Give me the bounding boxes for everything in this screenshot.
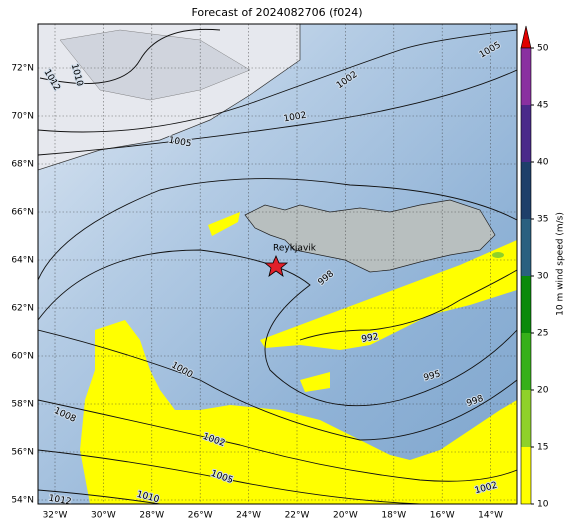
lat-label: 66°N xyxy=(11,208,34,218)
colorbar-tick-label: 40 xyxy=(537,158,549,168)
lon-label: 26°W xyxy=(188,511,213,521)
lat-label: 64°N xyxy=(11,256,34,266)
lon-label: 22°W xyxy=(285,511,310,521)
colorbar-frame xyxy=(520,47,532,505)
contour xyxy=(39,28,221,84)
lon-label: 30°W xyxy=(91,511,116,521)
lon-label: 28°W xyxy=(139,511,164,521)
graticule xyxy=(38,24,517,504)
lon-label: 24°W xyxy=(236,511,261,521)
title: Forecast of 2024082706 (f024) xyxy=(191,6,362,19)
lat-label: 72°N xyxy=(11,64,34,74)
contour xyxy=(38,69,517,156)
lat-label: 56°N xyxy=(11,448,34,458)
wind-10-15 xyxy=(260,240,517,350)
place-label: Reykjavik xyxy=(273,244,317,254)
lat-label: 60°N xyxy=(11,352,34,362)
colorbar-tick-label: 20 xyxy=(537,386,549,396)
lat-label: 62°N xyxy=(11,304,34,314)
colorbar-tick-label: 25 xyxy=(537,329,548,339)
map-area: Reykjavik 1012 10101005100210021005998992… xyxy=(38,24,517,508)
wind-15-20 xyxy=(492,252,504,258)
contour xyxy=(38,249,517,407)
colorbar-tick-label: 45 xyxy=(537,101,548,111)
lon-label: 14°W xyxy=(478,511,503,521)
wind-10-15 xyxy=(300,372,330,392)
contour-label: 992 xyxy=(361,332,380,345)
colorbar-tick-label: 30 xyxy=(537,272,549,282)
colorbar-tick-label: 35 xyxy=(537,215,548,225)
contour xyxy=(38,399,517,482)
contour xyxy=(38,489,161,504)
colorbar-segment xyxy=(521,105,531,162)
colorbar-tick-label: 50 xyxy=(537,44,549,54)
reykjavik-star xyxy=(263,254,289,277)
contour-label: 1012 xyxy=(48,494,72,508)
colorbar-tick-label: 10 xyxy=(537,500,549,510)
colorbar-segment xyxy=(521,447,531,504)
colorbar-segment xyxy=(521,219,531,276)
colorbar-label: 10 m wind speed (m/s) xyxy=(556,212,566,316)
contour xyxy=(38,449,421,504)
colorbar-extend xyxy=(520,25,532,49)
lon-label: 20°W xyxy=(333,511,358,521)
contour xyxy=(299,269,517,341)
contour xyxy=(38,329,517,441)
lon-label: 16°W xyxy=(430,511,455,521)
lon-label: 32°W xyxy=(43,511,68,521)
wind-10-15 xyxy=(208,212,240,236)
colorbar-segment xyxy=(521,276,531,333)
colorbar-segment xyxy=(521,162,531,219)
contour xyxy=(38,178,517,281)
map-frame xyxy=(37,23,518,505)
colorbar-segment xyxy=(521,333,531,390)
greenland-relief xyxy=(59,29,251,101)
colorbar-segment xyxy=(521,48,531,105)
wind-10-15 xyxy=(80,320,517,504)
colorbar: 10 15 20 25 30 35 40 45 50 xyxy=(520,25,549,510)
contour xyxy=(38,29,517,133)
lat-label: 70°N xyxy=(11,112,34,122)
iceland xyxy=(244,199,496,273)
lat-label: 58°N xyxy=(11,400,34,410)
colorbar-segment xyxy=(521,390,531,447)
lat-label: 54°N xyxy=(11,496,34,506)
lon-label: 18°W xyxy=(381,511,406,521)
lat-label: 68°N xyxy=(11,160,34,170)
colorbar-tick-label: 15 xyxy=(537,443,548,453)
